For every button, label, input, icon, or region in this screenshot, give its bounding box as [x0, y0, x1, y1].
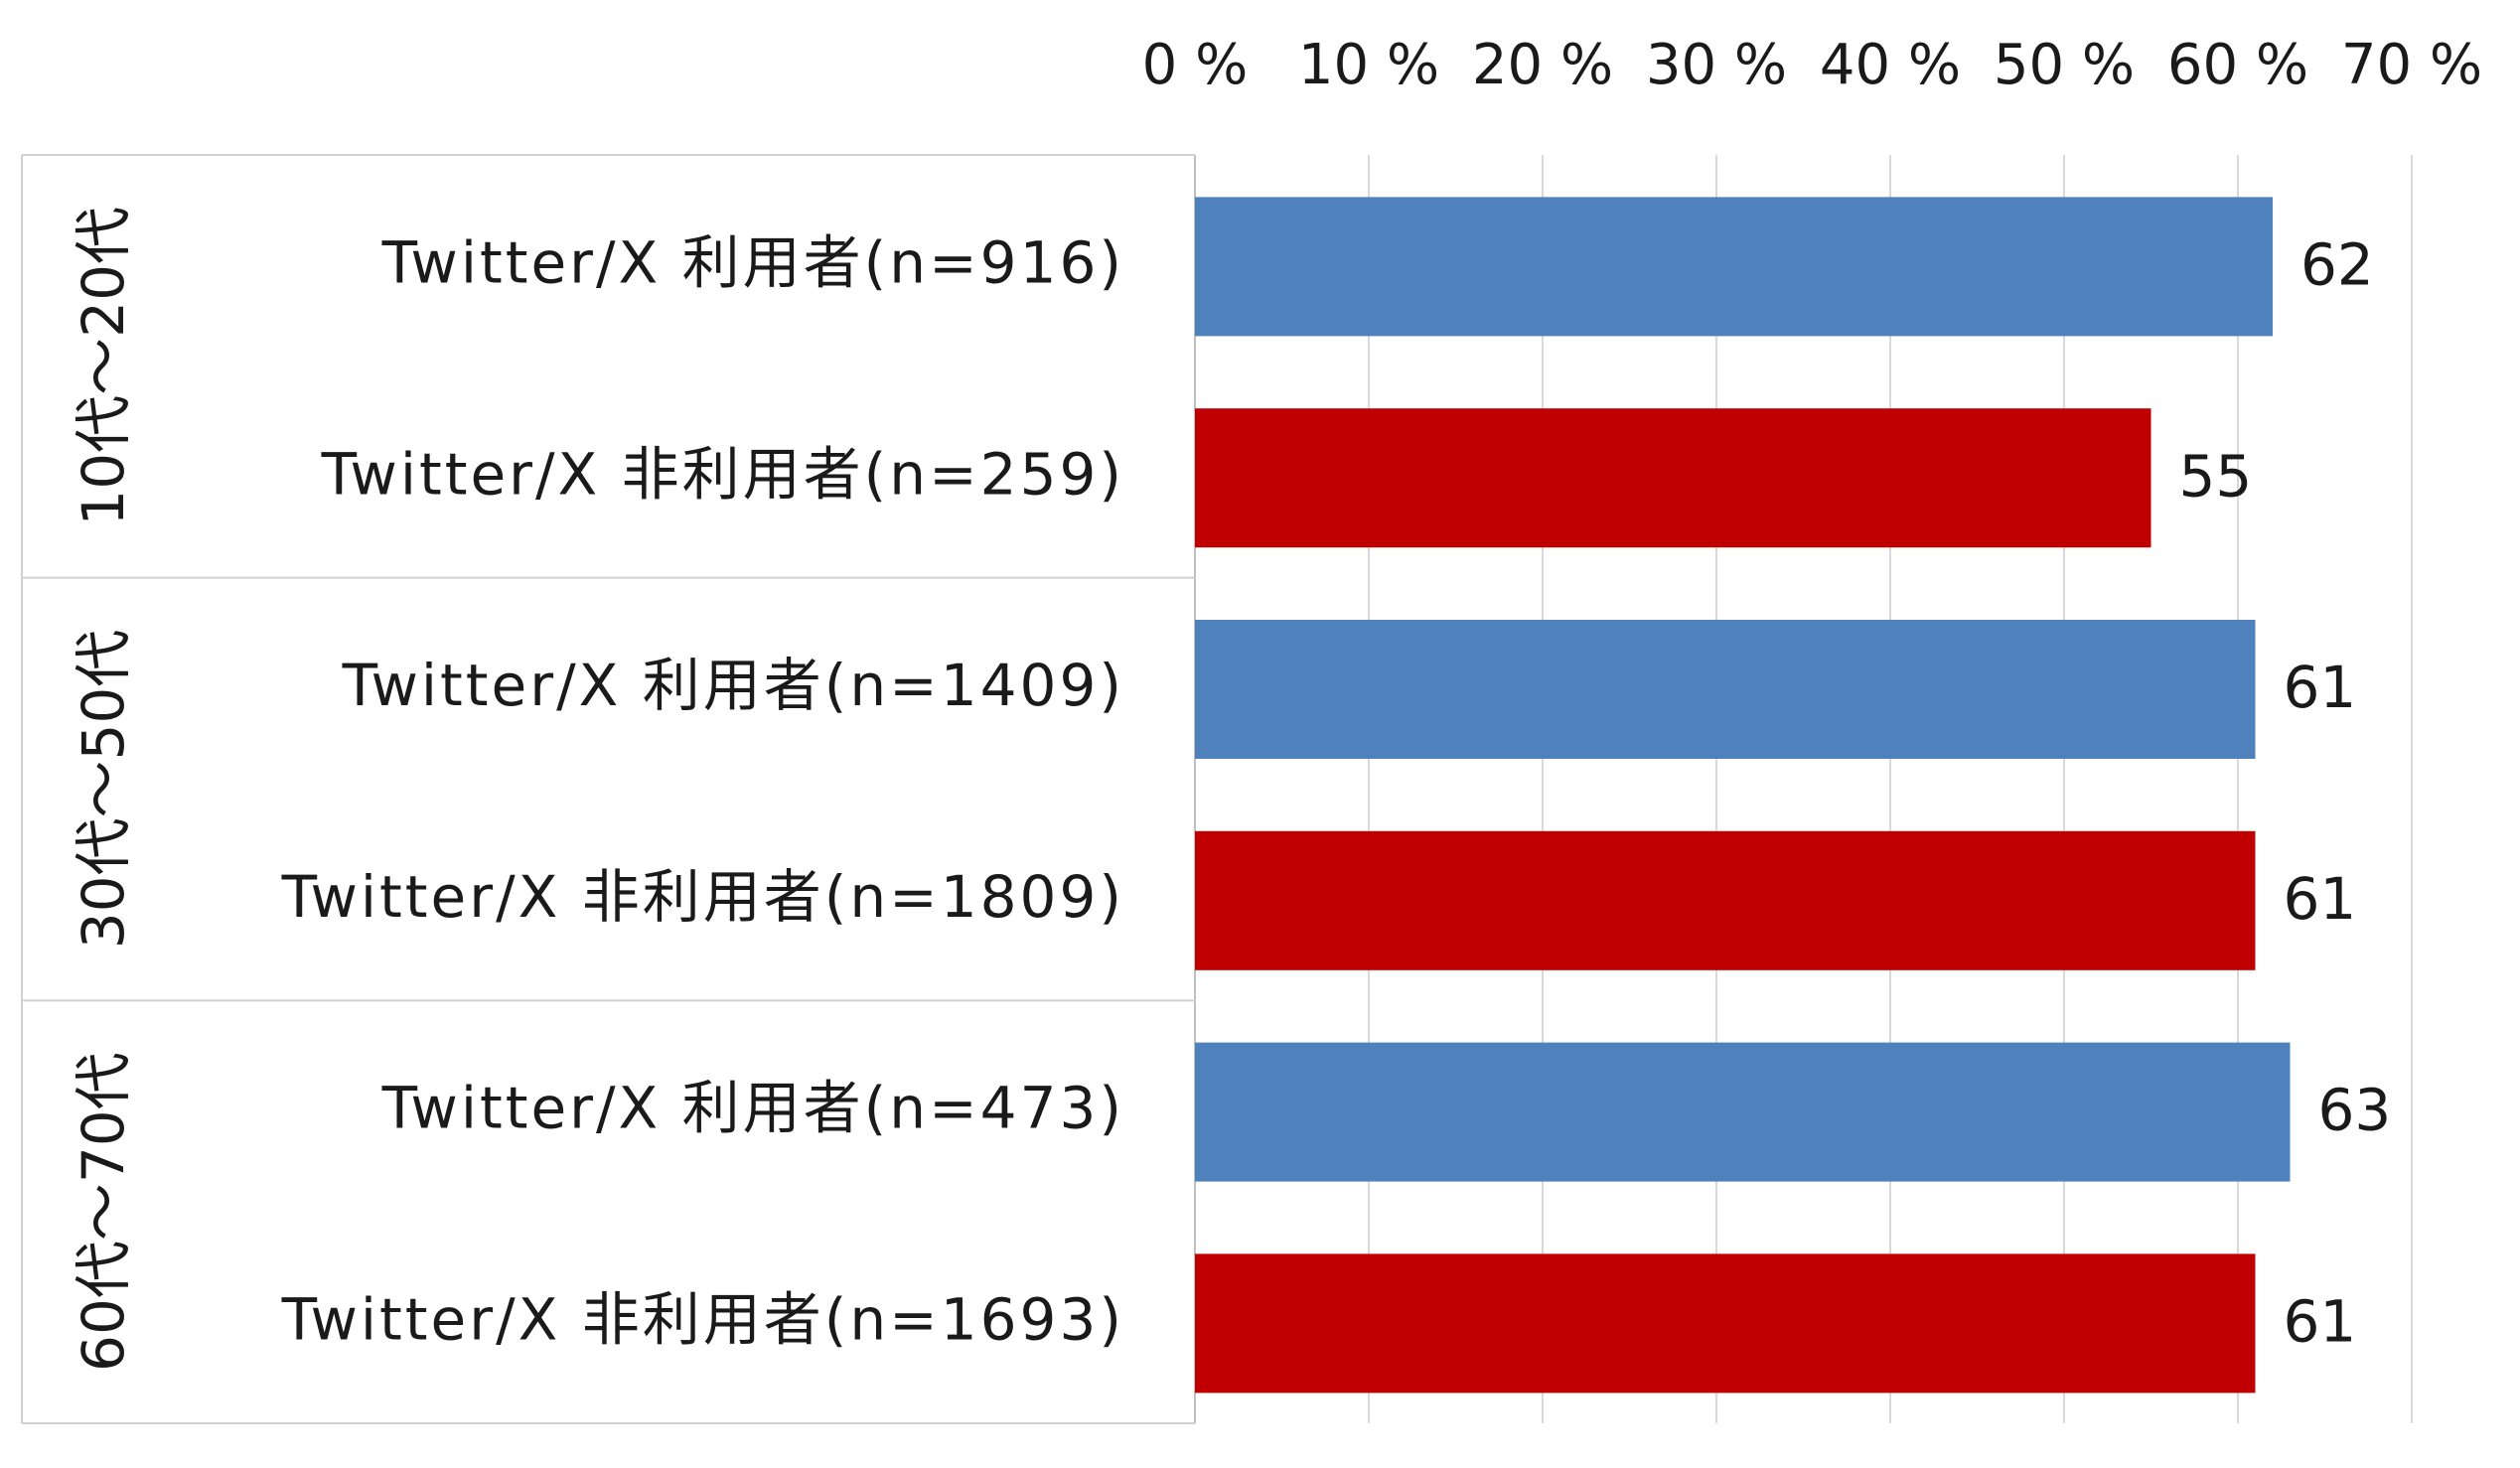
- data-label: 61: [2284, 1288, 2357, 1356]
- category-label: Twitter/X 利用者(n=1409): [342, 652, 1124, 719]
- category-table: [21, 154, 1196, 1424]
- group-label: 30代～50代: [70, 630, 137, 950]
- data-label: 62: [2300, 231, 2374, 299]
- data-label: 61: [2284, 865, 2357, 933]
- category-label: Twitter/X 非利用者(n=1693): [281, 1286, 1124, 1354]
- x-tick-label: 10 %: [1298, 33, 1439, 97]
- group-label: 60代～70代: [70, 1052, 137, 1372]
- group-label: 10代～20代: [70, 207, 137, 526]
- x-tick-label: 60 %: [2167, 33, 2308, 97]
- x-tick-label: 70 %: [2341, 33, 2482, 97]
- category-label: Twitter/X 利用者(n=916): [381, 229, 1124, 297]
- category-labels: 10代～20代 Twitter/X 利用者(n=916) Twitter/X 非利用…: [70, 207, 1124, 1372]
- bar: [1195, 1253, 2256, 1394]
- bar: [1195, 408, 2151, 548]
- x-tick-label: 50 %: [1994, 33, 2135, 97]
- bar: [1195, 830, 2256, 970]
- bars: [1195, 197, 2291, 1394]
- bar: [1195, 197, 2273, 337]
- x-axis-ticks: 0 % 10 % 20 % 30 % 40 % 50 % 60 % 70 %: [1142, 33, 2482, 97]
- x-tick-label: 20 %: [1472, 33, 1613, 97]
- data-labels: 62 55 61 61 63 61: [2179, 231, 2392, 1356]
- data-label: 63: [2318, 1077, 2392, 1144]
- gridlines: [1368, 155, 2413, 1423]
- bar: [1195, 1042, 2291, 1182]
- category-label: Twitter/X 非利用者(n=259): [321, 440, 1124, 508]
- data-label: 61: [2284, 654, 2357, 721]
- category-label: Twitter/X 非利用者(n=1809): [281, 863, 1124, 931]
- x-tick-label: 40 %: [1820, 33, 1961, 97]
- category-label: Twitter/X 利用者(n=473): [381, 1075, 1124, 1142]
- x-tick-label: 30 %: [1646, 33, 1787, 97]
- bar: [1195, 620, 2256, 759]
- x-tick-label: 0 %: [1142, 33, 1249, 97]
- data-label: 55: [2179, 442, 2253, 510]
